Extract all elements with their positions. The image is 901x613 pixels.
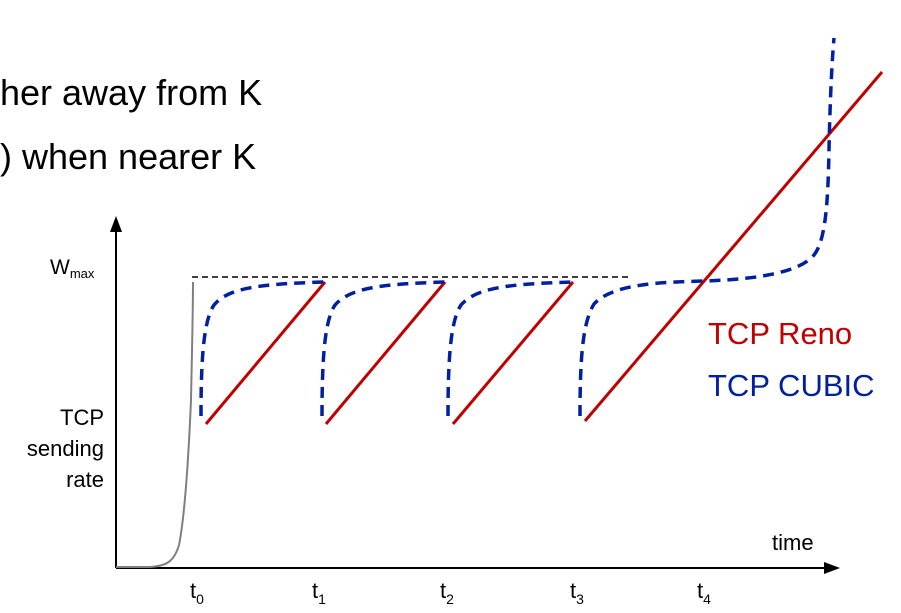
tick-t1: t1 [312, 578, 326, 607]
y-axis-label-line: rate [66, 467, 104, 492]
slow-start-curve [116, 281, 194, 568]
cubic-segment [446, 280, 574, 417]
reno-segment [451, 281, 575, 425]
tick-subscript: 1 [318, 591, 326, 607]
cubic-segment [199, 280, 326, 417]
slide-text-line-1: her away from K [0, 72, 263, 113]
tick-t3: t3 [570, 578, 584, 607]
reno-segment [324, 281, 447, 425]
tick-subscript: 4 [703, 591, 711, 607]
legend-tcp-reno: TCP Reno [708, 316, 853, 351]
tick-base: t [570, 578, 577, 603]
tick-base: t [312, 578, 319, 603]
slide-text-line-2: ) when nearer K [0, 136, 257, 177]
cubic-series [199, 37, 836, 417]
tick-base: t [440, 578, 447, 603]
y-axis-arrow [110, 216, 122, 232]
tick-subscript: 3 [576, 591, 584, 607]
tick-subscript: 0 [196, 591, 204, 607]
reno-segment [204, 281, 327, 425]
y-axis-label-line: sending [26, 436, 104, 461]
tick-t2: t2 [440, 578, 454, 607]
tick-base: t [697, 578, 704, 603]
legend-tcp-cubic: TCP CUBIC [708, 368, 875, 403]
reno-series [204, 71, 884, 425]
reno-segment [583, 71, 884, 422]
cubic-segment [578, 37, 836, 417]
cubic-segment [320, 280, 447, 417]
wmax-subscript: max [69, 266, 95, 281]
x-axis-label: time [772, 530, 814, 555]
wmax-base: W [50, 256, 70, 279]
y-axis-label: TCP sending rate [0, 402, 104, 495]
tick-subscript: 2 [446, 591, 454, 607]
tick-t0: t0 [190, 578, 204, 607]
x-axis-arrow [824, 562, 840, 574]
tick-base: t [190, 578, 197, 603]
wmax-label: Wmax [50, 256, 94, 281]
y-axis-label-line: TCP [60, 405, 104, 430]
tick-t4: t4 [697, 578, 711, 607]
